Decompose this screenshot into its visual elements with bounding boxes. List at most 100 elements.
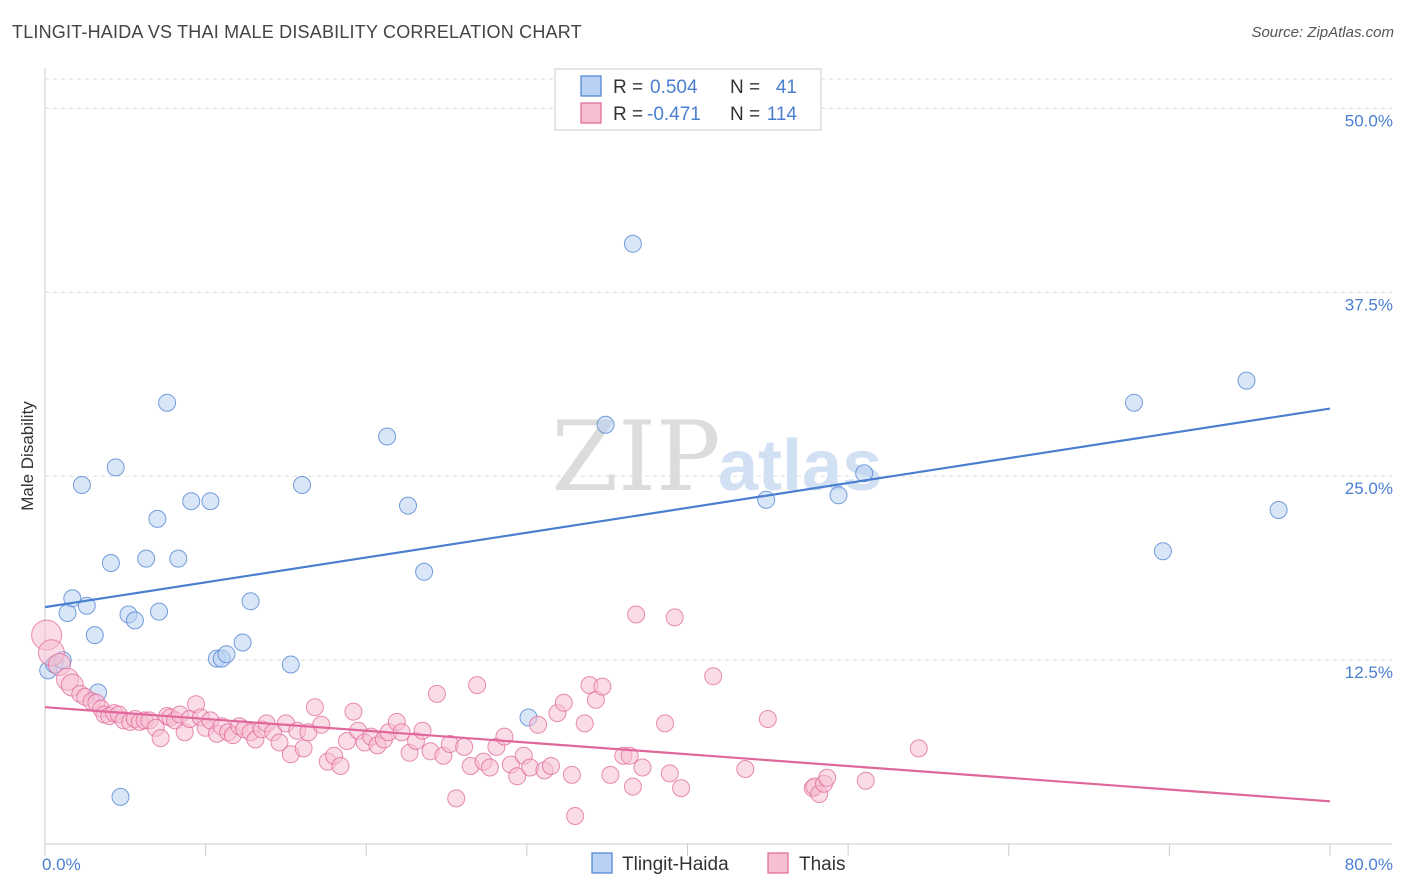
legend-swatch-tlingit-haida [580, 75, 602, 97]
legend-n-label-2: N = [730, 104, 760, 125]
thais-point-21 [151, 729, 170, 748]
tlingit-haida-point-9 [101, 554, 120, 572]
tlingit-haida-point-20 [201, 492, 220, 511]
watermark-zip: ZIP [551, 401, 720, 513]
thais-point-88 [562, 765, 581, 784]
legend-n-value-1: 41 [776, 77, 797, 98]
tlingit-haida-point-32 [596, 415, 615, 434]
thais-point-53 [331, 757, 350, 775]
tlingit-haida-point-30 [415, 562, 434, 581]
thais-point-113 [909, 739, 928, 758]
tick-labels: 12.5% 25.0% 37.5% 50.0% 0.0% 80.0% [42, 111, 1393, 874]
thais-point-102 [665, 608, 684, 627]
thais-point-98 [627, 605, 646, 624]
tlingit-haida-point-28 [378, 427, 397, 446]
tlingit-haida-point-29 [399, 496, 417, 515]
tlingit-haida-point-7 [85, 626, 104, 645]
source-label: Source: ZipAtlas.com [1251, 24, 1394, 41]
thais-point-55 [344, 702, 363, 721]
thais-point-94 [601, 765, 620, 784]
thais-point-106 [758, 710, 777, 728]
trend-lines [44, 407, 1331, 803]
watermark-atlas: atlas [718, 426, 882, 506]
thais-point-97 [623, 777, 642, 796]
tlingit-haida-point-25 [241, 592, 260, 611]
thais-point-66 [413, 721, 432, 740]
tlingit-haida-point-23 [217, 645, 236, 664]
tlingit-haida-point-17 [158, 393, 177, 412]
thais-point-103 [672, 779, 691, 798]
tlingit-haida-point-18 [169, 549, 188, 568]
tlingit-haida-point-26 [281, 655, 300, 674]
tlingit-haida-point-24 [233, 633, 252, 652]
thais-point-47 [294, 739, 313, 758]
legend-n-value-2: 114 [767, 104, 798, 125]
thais-point-43 [270, 733, 289, 752]
thais-point-68 [427, 684, 446, 703]
thais-point-83 [529, 715, 548, 734]
tlingit-haida-point-37 [1125, 393, 1143, 412]
tlingit-haida-point-33 [623, 234, 642, 253]
y-tick-label-1: 25.0% [1345, 479, 1393, 498]
tlingit-haida-point-14 [137, 549, 156, 568]
legend-r-value-1: 0.504 [650, 77, 698, 98]
tlingit-haida-point-19 [182, 492, 201, 511]
thais-point-87 [554, 693, 573, 712]
thais-point-89 [566, 807, 585, 825]
y-tick-label-2: 37.5% [1345, 295, 1393, 314]
y-tick-label-3: 50.0% [1345, 111, 1393, 130]
legend-r-value-2: -0.471 [647, 104, 701, 125]
thais-point-93 [593, 677, 612, 696]
thais-point-104 [704, 667, 723, 686]
thais-point-99 [633, 758, 652, 777]
tlingit-haida-point-13 [125, 611, 144, 630]
bottom-legend-label-thais: Thais [799, 854, 845, 875]
thais-trend-line [44, 706, 1331, 803]
series-thais [31, 605, 928, 825]
x-tick-label-0: 0.0% [42, 855, 81, 874]
thais-point-54 [338, 732, 356, 750]
y-tick-label-0: 12.5% [1345, 663, 1393, 682]
tlingit-haida-point-11 [111, 787, 130, 806]
thais-point-80 [508, 767, 527, 786]
thais-point-90 [575, 714, 594, 733]
grid-lines [45, 78, 1392, 661]
tlingit-haida-point-5 [72, 476, 91, 494]
thais-point-72 [455, 737, 474, 756]
tlingit-haida-point-27 [293, 476, 311, 494]
thais-point-100 [656, 714, 674, 733]
thais-point-101 [660, 764, 679, 783]
tlingit-haida-point-16 [150, 602, 168, 621]
legend-swatch-thais [580, 102, 602, 124]
thais-point-111 [818, 768, 837, 787]
bottom-legend-swatch-tlingit-haida [591, 852, 613, 874]
thais-point-50 [312, 715, 331, 734]
tlingit-haida-point-10 [106, 458, 125, 477]
watermark: ZIP atlas [551, 401, 882, 513]
tlingit-haida-trend-line [44, 407, 1331, 609]
tlingit-haida-point-36 [855, 464, 874, 483]
legend: R = 0.504 N = 41 R = -0.471 N = 114 [554, 68, 822, 131]
bottom-legend: Tlingit-Haida Thais [591, 852, 845, 875]
x-tick-label-1: 80.0% [1345, 855, 1393, 874]
legend-n-label-1: N = [730, 77, 760, 98]
bottom-legend-swatch-thais [767, 852, 789, 874]
thais-point-85 [542, 757, 560, 775]
thais-point-74 [468, 676, 487, 695]
thais-point-71 [447, 789, 466, 808]
bottom-legend-label-tlingit-haida: Tlingit-Haida [622, 854, 729, 875]
axes [44, 68, 1392, 856]
thais-point-76 [480, 758, 499, 777]
legend-r-label-2: R = [613, 104, 643, 125]
thais-point-96 [620, 746, 639, 765]
data-points [31, 234, 1288, 825]
tlingit-haida-point-15 [148, 509, 167, 528]
thais-point-105 [736, 760, 755, 778]
tlingit-haida-point-38 [1153, 542, 1172, 561]
thais-point-49 [305, 698, 324, 717]
tlingit-haida-point-35 [829, 486, 848, 505]
tlingit-haida-point-39 [1237, 371, 1256, 390]
tlingit-haida-point-40 [1269, 501, 1288, 519]
chart-title: TLINGIT-HAIDA VS THAI MALE DISABILITY CO… [12, 22, 582, 42]
